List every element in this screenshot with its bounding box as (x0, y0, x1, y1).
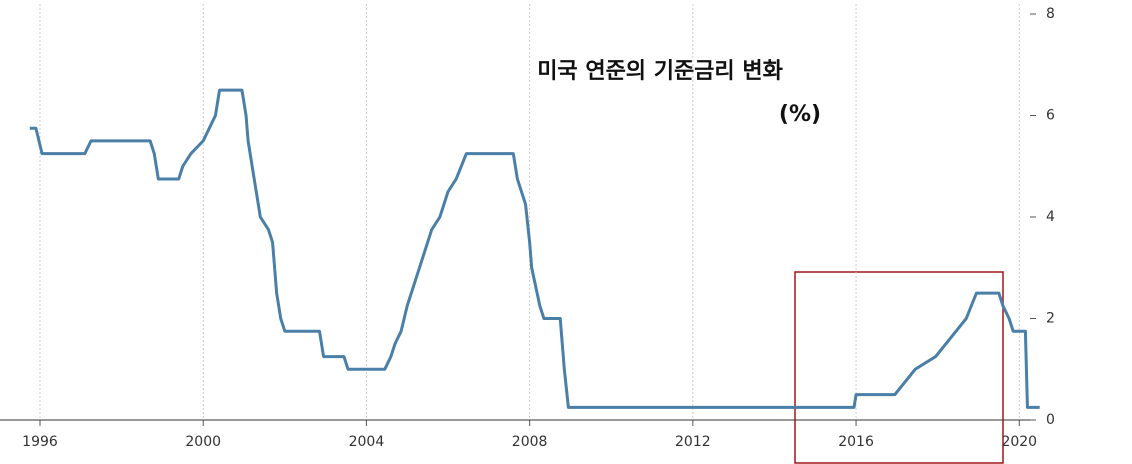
chart-title: 미국 연준의 기준금리 변화 (537, 59, 783, 84)
x-tick-label: 2016 (838, 434, 874, 450)
x-tick-label: 2004 (349, 434, 385, 450)
y-tick-label: 4 (1046, 209, 1055, 225)
x-tick-label: 2012 (675, 434, 711, 450)
y-tick-label: 2 (1046, 311, 1055, 327)
y-tick-label: 6 (1046, 108, 1055, 124)
x-tick-label: 1996 (22, 434, 58, 450)
y-tick-label: 8 (1046, 6, 1055, 22)
highlight-box (794, 271, 1004, 464)
x-tick-label: 2008 (512, 434, 548, 450)
chart-subtitle: (%) (779, 102, 821, 127)
x-tick-label: 2020 (1001, 434, 1037, 450)
y-tick-label: 0 (1046, 412, 1055, 428)
x-tick-label: 2000 (185, 434, 221, 450)
data-line (29, 88, 1040, 409)
